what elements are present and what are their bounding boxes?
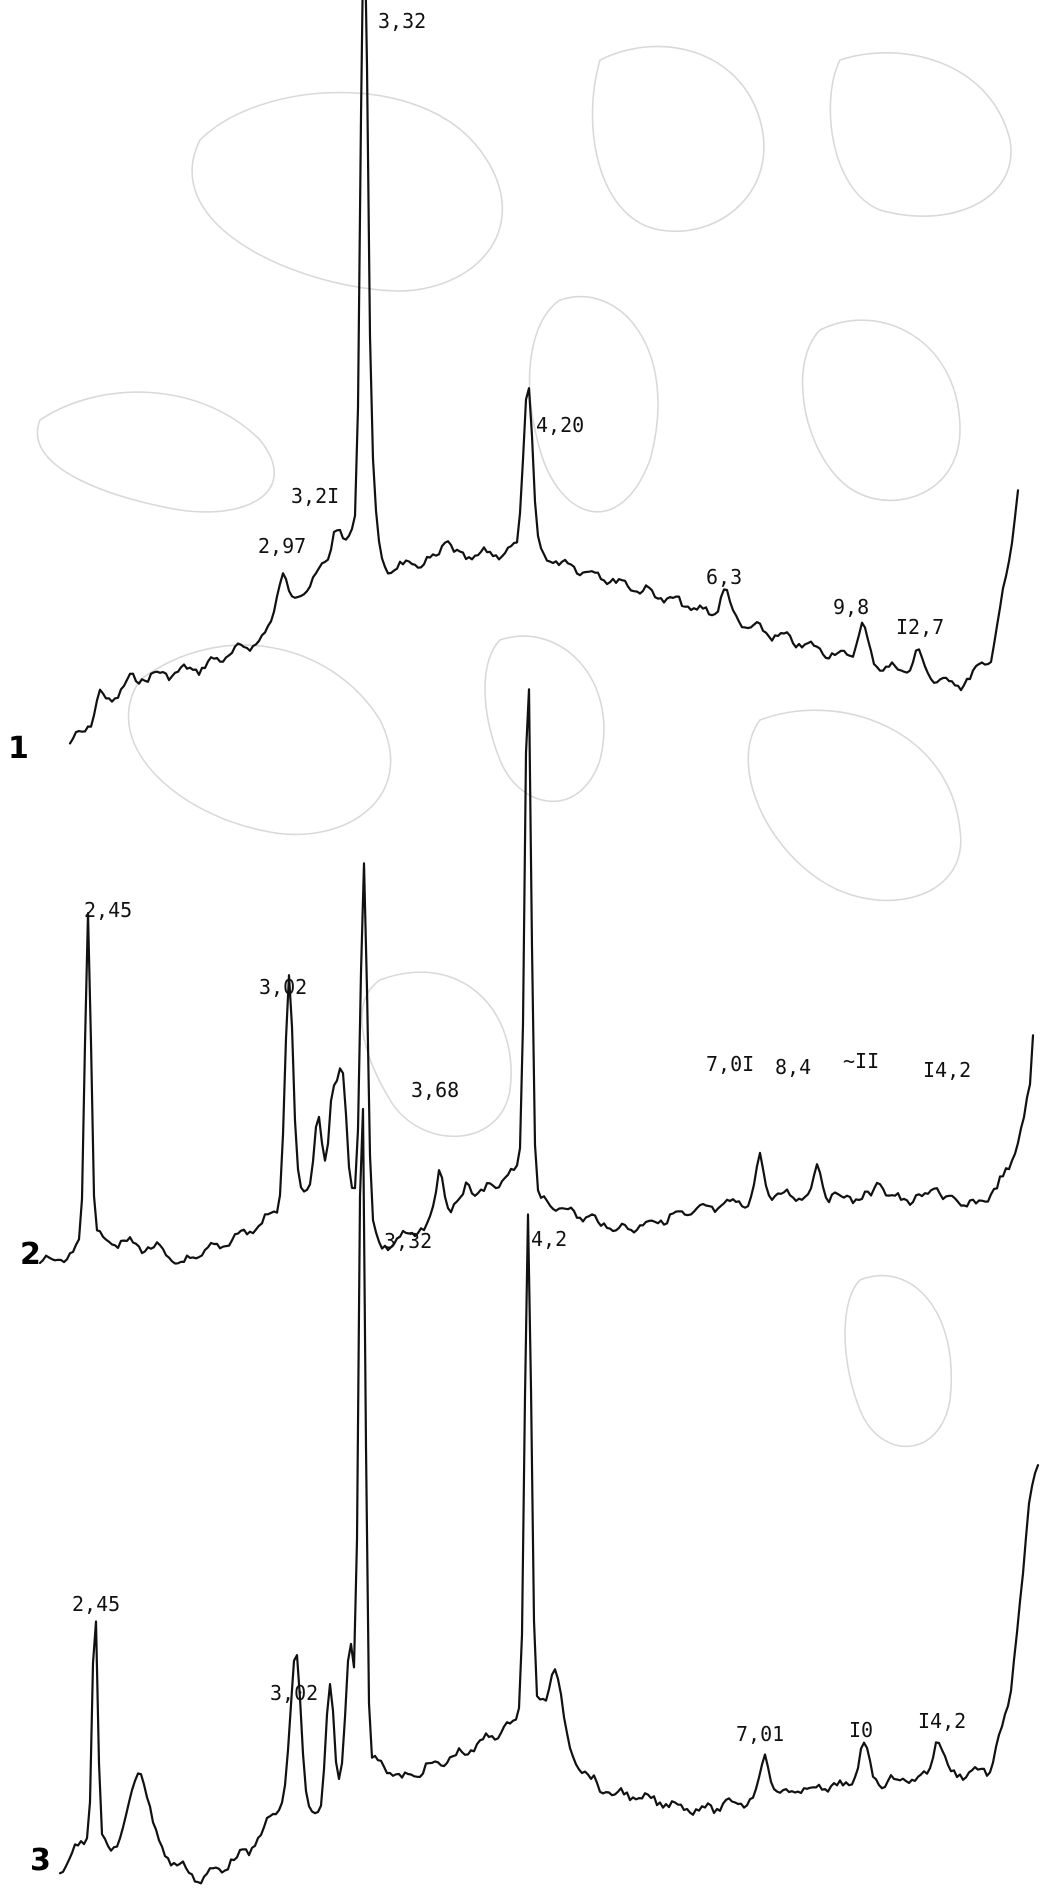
peak-label-s2-3-02: 3,02 — [259, 975, 307, 999]
peak-label-s3-3-02: 3,02 — [270, 1681, 318, 1705]
peak-label-s2-7-01: 7,0I — [706, 1052, 754, 1076]
peak-label-s2-2-45: 2,45 — [84, 898, 132, 922]
peak-label-s1-3-21: 3,2I — [291, 484, 339, 508]
peak-label-s1-2-97: 2,97 — [258, 534, 306, 558]
peak-label-s3-14-2: I4,2 — [918, 1709, 966, 1733]
peak-label-s3-7-01: 7,01 — [736, 1722, 784, 1746]
peak-label-s3-2-45: 2,45 — [72, 1592, 120, 1616]
curve-number-2: 2 — [20, 1237, 41, 1272]
peak-label-s2-3-68: 3,68 — [411, 1078, 459, 1102]
peak-label-s1-12-7: I2,7 — [896, 615, 944, 639]
peak-label-s2-3-32: 3,32 — [384, 1229, 432, 1253]
diffractogram-trace-1 — [68, 0, 1020, 745]
peak-label-s3-10: I0 — [849, 1718, 873, 1742]
peak-label-s1-9-8: 9,8 — [833, 595, 869, 619]
peak-label-s2-14-2: I4,2 — [923, 1058, 971, 1082]
curve-number-3: 3 — [30, 1843, 51, 1878]
diffractogram-trace-2 — [38, 688, 1035, 1265]
peak-label-s1-4-20: 4,20 — [536, 413, 584, 437]
peak-label-s1-6-3: 6,3 — [706, 565, 742, 589]
diffractogram-trace-3 — [58, 1107, 1040, 1885]
curve-number-1: 1 — [8, 731, 29, 766]
background-ghost-sketches — [36, 45, 1012, 1448]
peak-label-s2-4-2: 4,2 — [531, 1227, 567, 1251]
peak-label-s2-8-4: 8,4 — [775, 1055, 811, 1079]
peak-label-s2-11: ~II — [843, 1049, 879, 1073]
peak-label-s1-3-32: 3,32 — [378, 9, 426, 33]
